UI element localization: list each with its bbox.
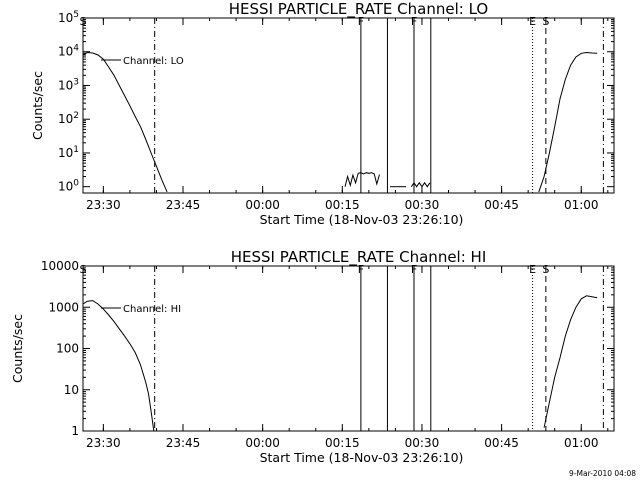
y-tick-label: 103 xyxy=(58,77,79,92)
x-tick-label: 01:00 xyxy=(564,198,599,212)
x-tick-label: 00:45 xyxy=(484,198,519,212)
series-line xyxy=(538,51,598,193)
x-tick-label: 00:00 xyxy=(245,436,280,450)
event-marker-label: F xyxy=(411,15,417,28)
x-tick-label: 23:30 xyxy=(86,198,121,212)
event-marker-label: S xyxy=(80,263,87,276)
x-tick-label: 00:45 xyxy=(484,436,519,450)
chart-title: HESSI PARTICLE_RATE Channel: HI xyxy=(231,248,487,267)
y-tick-label: 100 xyxy=(56,342,79,356)
panel-channel-hi: HESSI PARTICLE_RATE Channel: HI 23:30 23:4… xyxy=(10,248,615,465)
x-tick-label: 01:00 xyxy=(564,436,599,450)
event-marker-label: S xyxy=(542,263,549,276)
y-tick-label: 100 xyxy=(58,179,79,194)
event-marker-label: S xyxy=(542,15,549,28)
x-axis-label: Start Time (18-Nov-03 23:26:10) xyxy=(260,212,464,227)
series-line xyxy=(83,51,168,193)
y-axis-label: Counts/sec xyxy=(10,314,25,383)
generation-timestamp: 9-Mar-2010 04:08 xyxy=(569,469,636,478)
x-axis-label: Start Time (18-Nov-03 23:26:10) xyxy=(260,450,464,465)
x-tick-label: 00:15 xyxy=(325,198,360,212)
x-tick-label: 00:00 xyxy=(245,198,280,212)
event-marker-label: F xyxy=(358,15,364,28)
x-tick-label: 00:15 xyxy=(325,436,360,450)
legend-label: Channel: HI xyxy=(123,304,181,315)
event-marker-label: S xyxy=(80,15,87,28)
x-tick-label: 00:30 xyxy=(405,198,440,212)
chart-title: HESSI PARTICLE_RATE Channel: LO xyxy=(229,0,488,19)
event-marker-label: F xyxy=(411,263,417,276)
series-line xyxy=(344,172,380,188)
plot-frame xyxy=(82,265,615,432)
y-tick-label: 10 xyxy=(64,383,79,397)
y-tick-label: 101 xyxy=(58,145,79,160)
legend-label: Channel: LO xyxy=(123,56,184,67)
event-marker-label: E xyxy=(529,263,536,276)
x-tick-label: 23:45 xyxy=(166,198,201,212)
y-tick-label: 102 xyxy=(58,111,79,126)
event-marker-label: E xyxy=(529,15,536,28)
y-tick-label: 1 xyxy=(71,424,79,438)
y-tick-label: 1000 xyxy=(48,300,79,314)
y-axis-label: Counts/sec xyxy=(30,71,45,140)
y-tick-label: 105 xyxy=(58,10,79,25)
y-tick-label: 10000 xyxy=(41,259,79,273)
y-tick-label: 104 xyxy=(58,44,79,59)
series-line xyxy=(83,300,155,431)
event-marker-label: F xyxy=(358,263,364,276)
x-tick-label: 23:30 xyxy=(86,436,121,450)
panel-channel-lo: HESSI PARTICLE_RATE Channel: LO 23:30 23:4… xyxy=(30,0,615,227)
series-line xyxy=(543,295,598,428)
series-line xyxy=(410,181,431,188)
x-tick-label: 00:30 xyxy=(405,436,440,450)
x-tick-label: 23:45 xyxy=(166,436,201,450)
plot-frame xyxy=(82,17,615,194)
